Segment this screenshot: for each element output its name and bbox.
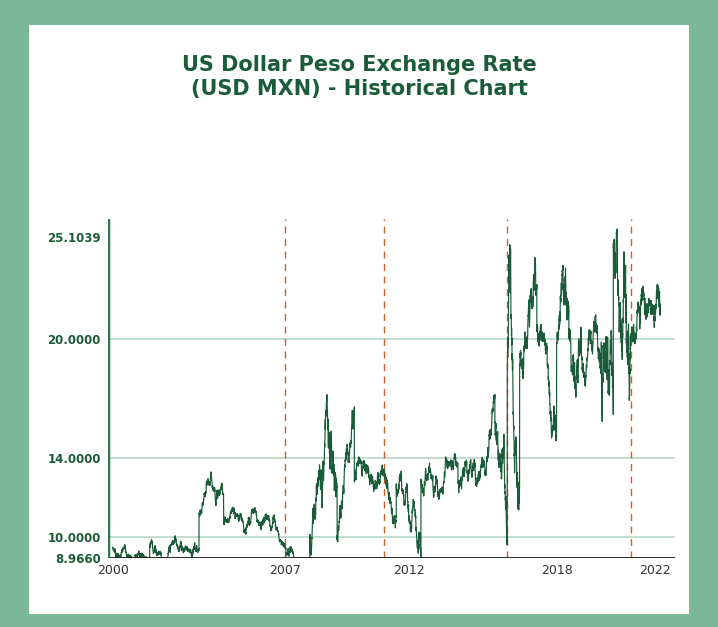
- Text: US Dollar Peso Exchange Rate
(USD MXN) - Historical Chart: US Dollar Peso Exchange Rate (USD MXN) -…: [182, 55, 536, 99]
